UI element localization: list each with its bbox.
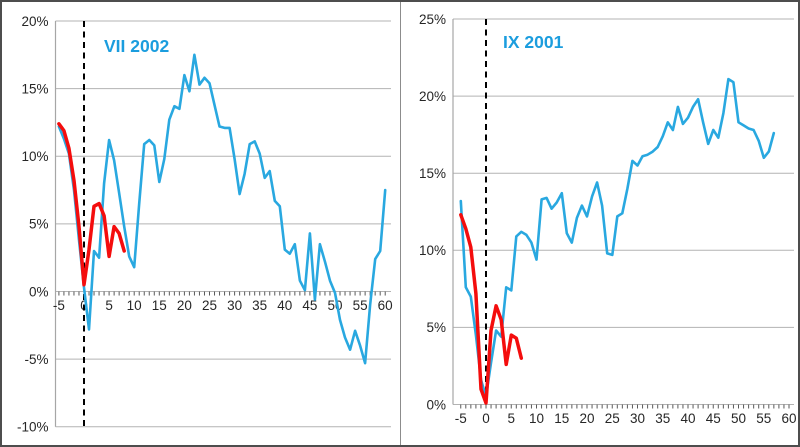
plot-area: 20%15%10%5%0%-5%-10%-5051015202530354045… (17, 14, 393, 435)
y-axis-tick-label: 5% (29, 217, 49, 232)
x-axis-tick-label: 45 (302, 298, 317, 313)
blue-series-line (57, 53, 387, 365)
y-axis-tick-label: 10% (21, 149, 48, 164)
y-axis-tick-label: 20% (21, 14, 48, 29)
chart-vii-2002: 20%15%10%5%0%-5%-10%-5051015202530354045… (17, 14, 393, 435)
x-axis-tick-label: 25 (202, 298, 217, 313)
y-axis-tick-label: 10% (419, 243, 446, 258)
x-axis-tick-label: 15 (554, 411, 569, 426)
chart-ix-2001: 25% 20% 15% 10% 5% 0% -5 0 5 10 15 20 25 30 35 40 45 50 55… (419, 12, 797, 426)
y-axis-tick-label: -5% (24, 352, 48, 367)
x-axis-tick-label: 20 (177, 298, 192, 313)
x-axis-tick-label: 5 (507, 411, 515, 426)
chart-title: IX 2001 (503, 32, 564, 52)
x-axis-tick-label: 60 (378, 298, 393, 313)
chart-panel-left: 20%15%10%5%0%-5%-10%-5051015202530354045… (2, 2, 400, 445)
x-axis-tick-label: 15 (152, 298, 167, 313)
x-axis-tick-label: 0 (482, 411, 490, 426)
red-series-line (459, 213, 524, 405)
chart-panel-right: 25% 20% 15% 10% 5% 0% -5 0 5 10 15 20 25 30 35 40 45 50 55… (400, 2, 798, 445)
x-axis-tick-label: 10 (127, 298, 142, 313)
x-axis-tick-label: 50 (327, 298, 342, 313)
red-series-line (57, 122, 126, 287)
plot-area: 25% 20% 15% 10% 5% 0% -5 0 5 10 15 20 25 30 35 40 45 50 55… (419, 12, 797, 426)
x-axis-tick-label: 55 (756, 411, 771, 426)
y-axis-tick-label: 0% (29, 284, 49, 299)
x-axis-tick-label: 55 (353, 298, 368, 313)
x-axis-tick-label: -5 (455, 411, 467, 426)
y-axis-tick-label: 15% (21, 81, 48, 96)
x-axis-tick-label: 60 (781, 411, 796, 426)
x-axis-tick-label: 25 (605, 411, 620, 426)
y-axis-tick-label: 5% (426, 320, 446, 335)
x-axis-tick-label: 35 (655, 411, 670, 426)
y-axis-tick-label: 0% (426, 397, 446, 412)
x-axis-tick-label: 50 (731, 411, 746, 426)
x-axis-tick-label: -5 (53, 298, 65, 313)
y-axis-tick-label: 25% (419, 12, 446, 27)
x-axis-tick-label: 10 (529, 411, 544, 426)
x-axis-tick-label: 30 (630, 411, 645, 426)
x-axis-tick-label: 40 (277, 298, 292, 313)
x-axis-tick-label: 45 (706, 411, 721, 426)
x-axis-tick-label: 30 (227, 298, 242, 313)
y-axis-tick-label: -10% (17, 420, 49, 435)
x-axis-tick-label: 35 (252, 298, 267, 313)
chart-title: VII 2002 (104, 36, 169, 56)
x-axis-tick-label: 40 (680, 411, 695, 426)
x-axis-tick-label: 5 (105, 298, 113, 313)
blue-series-line (459, 77, 776, 399)
x-axis-tick-label: 20 (579, 411, 594, 426)
y-axis-tick-label: 15% (419, 166, 446, 181)
y-axis-tick-label: 20% (419, 89, 446, 104)
